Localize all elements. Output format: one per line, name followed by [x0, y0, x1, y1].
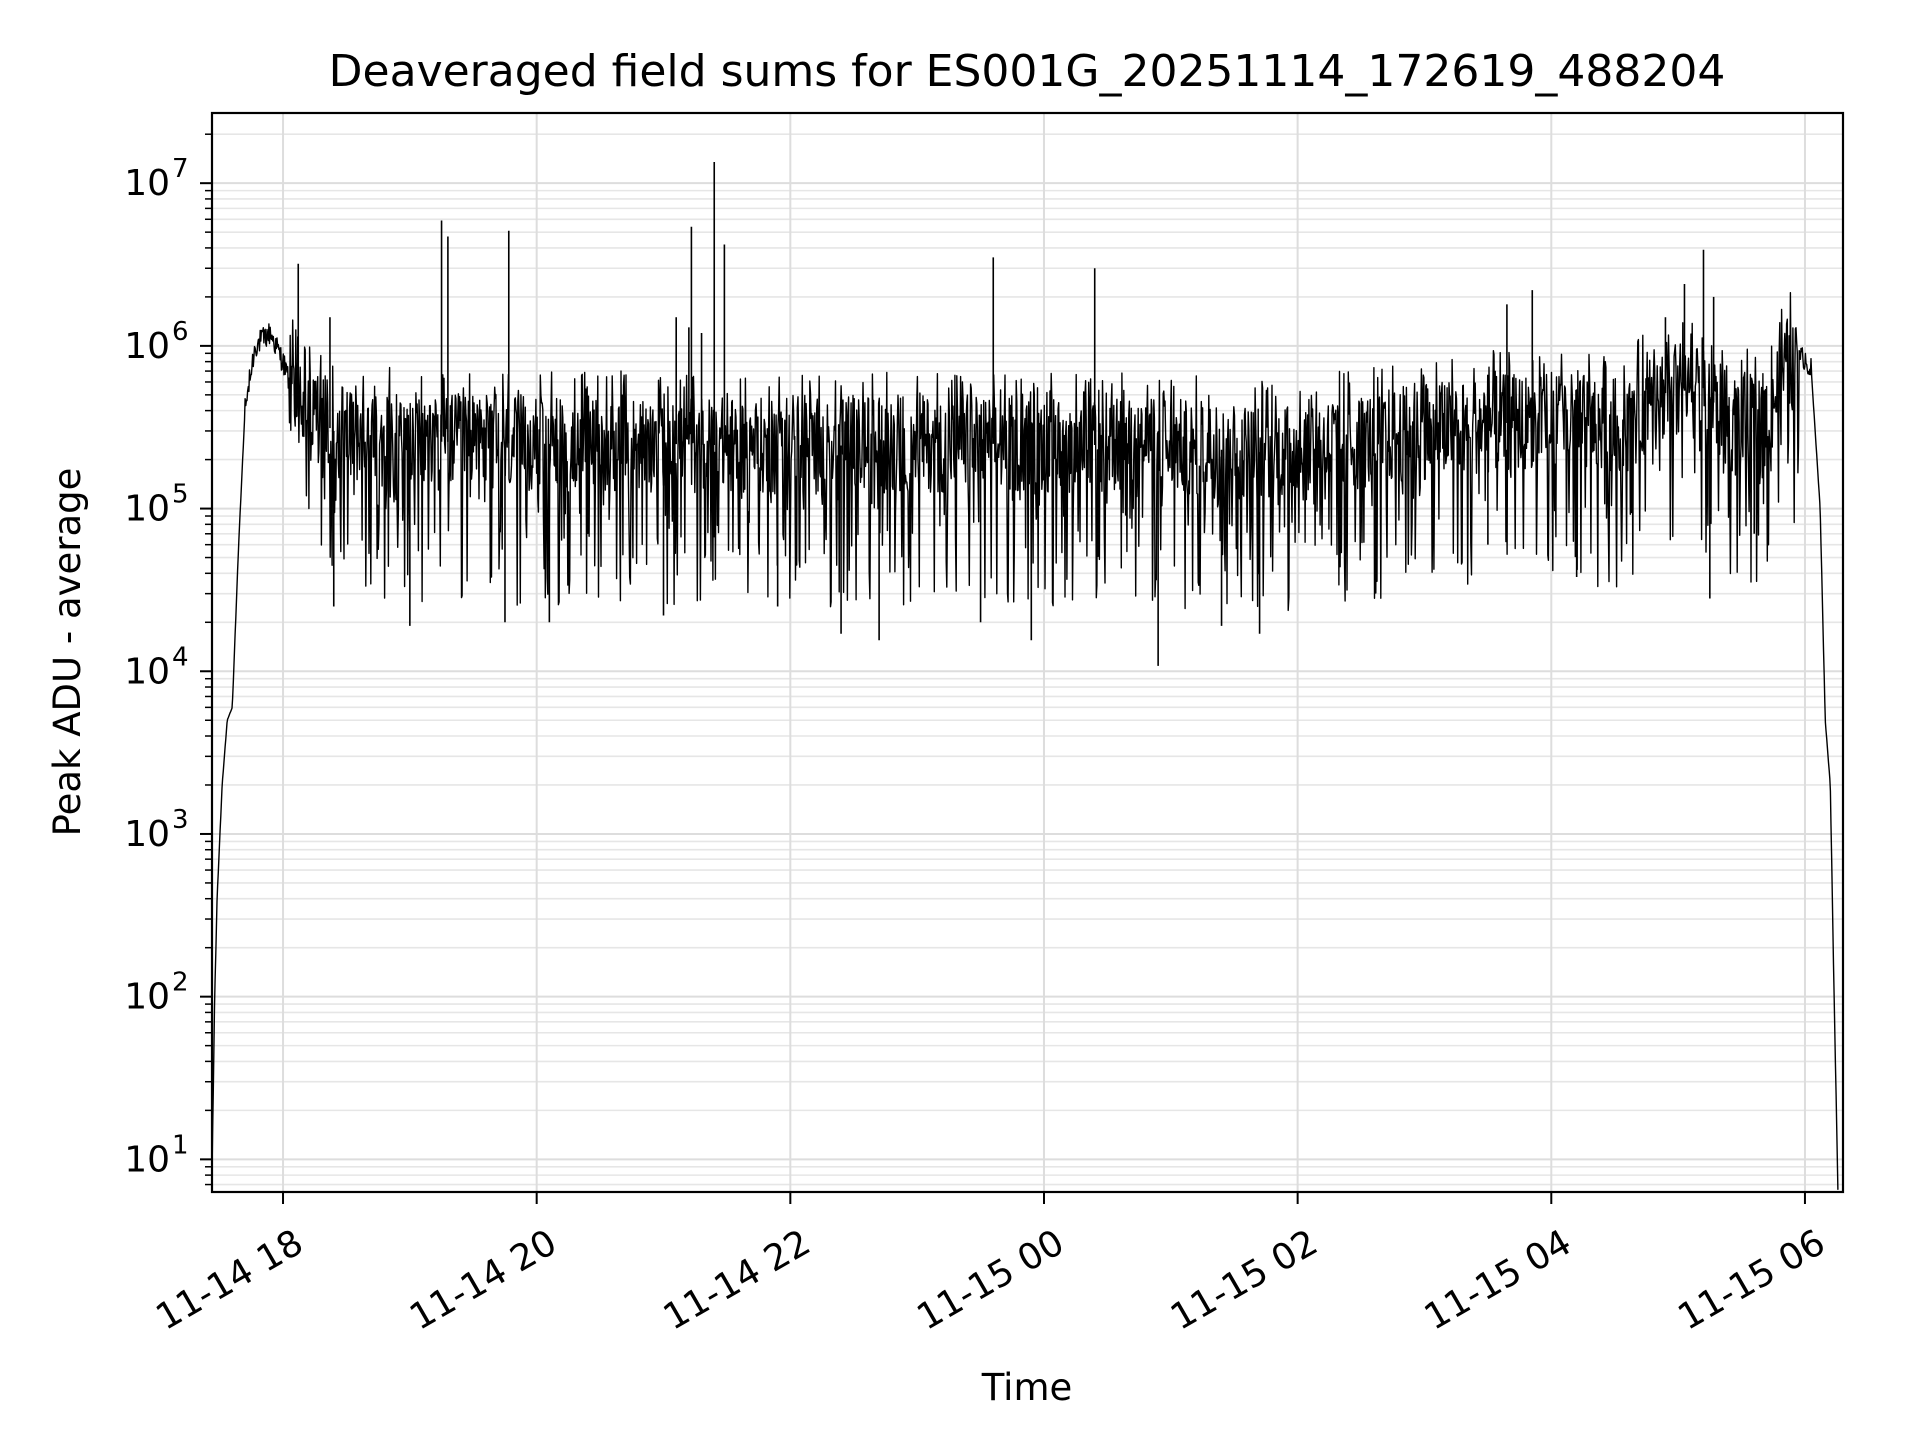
- series-layer: [211, 161, 1839, 1190]
- y-tick-label: 10: [124, 163, 170, 204]
- y-tick-label: 10: [124, 651, 170, 692]
- x-axis-label: Time: [981, 1366, 1073, 1409]
- plot-frame: [210, 111, 1845, 1194]
- y-tick-label: 10: [124, 489, 170, 530]
- chart-title: Deaveraged field sums for ES001G_2025111…: [329, 46, 1726, 97]
- y-tick-exponent: 2: [172, 968, 189, 998]
- grid-layer: [212, 113, 1843, 1192]
- y-tick-exponent: 5: [172, 480, 189, 510]
- y-tick-label: 10: [124, 326, 170, 367]
- series-line: [211, 292, 1839, 1190]
- y-tick-exponent: 4: [172, 642, 189, 672]
- y-tick-label: 10: [124, 977, 170, 1018]
- y-tick-exponent: 7: [172, 154, 189, 184]
- y-tick-label: 10: [124, 814, 170, 855]
- y-tick-exponent: 6: [172, 317, 189, 347]
- y-tick-label: 10: [124, 1139, 170, 1180]
- y-axis-label: Peak ADU - average: [46, 468, 89, 837]
- y-tick-exponent: 1: [172, 1130, 189, 1160]
- y-tick-exponent: 3: [172, 805, 189, 835]
